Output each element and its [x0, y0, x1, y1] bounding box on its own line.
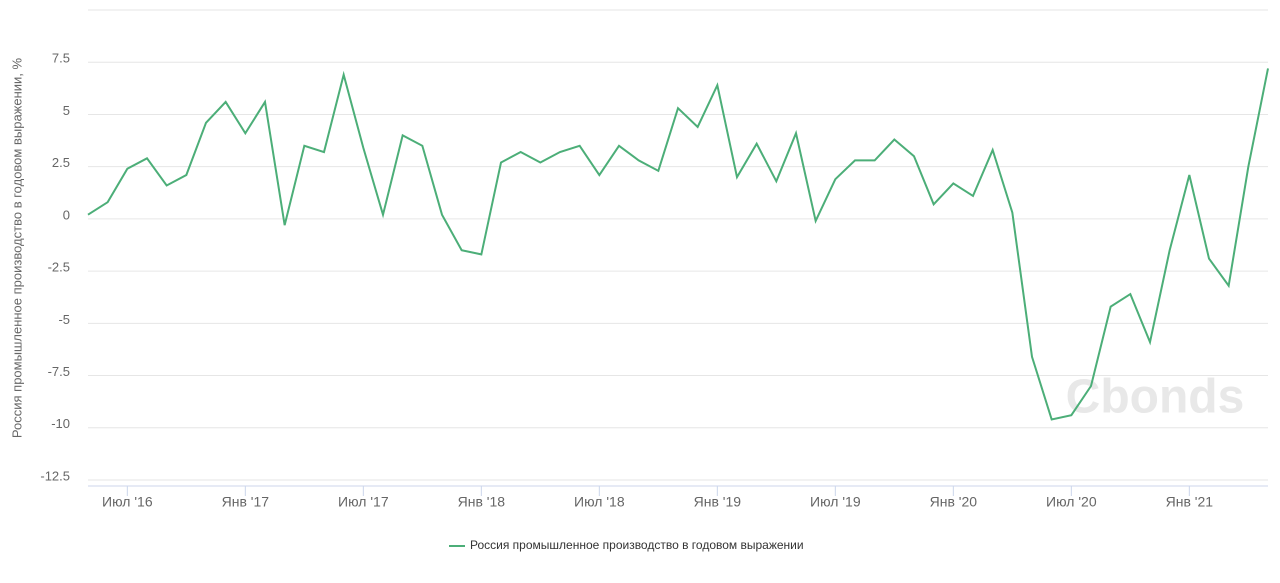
x-tick-label: Янв '21 — [1166, 494, 1214, 510]
y-tick-label: 0 — [63, 207, 70, 222]
y-tick-label: -10 — [51, 416, 70, 431]
x-tick-label: Июл '18 — [574, 494, 625, 510]
x-tick-label: Июл '16 — [102, 494, 153, 510]
x-tick-label: Янв '17 — [222, 494, 270, 510]
x-tick-label: Июл '19 — [810, 494, 861, 510]
y-tick-label: -7.5 — [48, 364, 70, 379]
y-tick-label: 2.5 — [52, 155, 70, 170]
legend: Россия промышленное производство в годов… — [449, 538, 804, 552]
x-tick-label: Июл '20 — [1046, 494, 1097, 510]
legend-label: Россия промышленное производство в годов… — [470, 538, 804, 552]
y-tick-label: -12.5 — [40, 468, 70, 483]
x-tick-label: Июл '17 — [338, 494, 389, 510]
x-tick-label: Янв '19 — [694, 494, 742, 510]
x-tick-label: Янв '18 — [458, 494, 506, 510]
y-tick-label: 5 — [63, 103, 70, 118]
watermark: Cbonds — [1066, 371, 1245, 424]
data-line — [87, 68, 1269, 421]
y-axis-title: Россия промышленное производство в годов… — [9, 57, 24, 438]
y-tick-label: 7.5 — [52, 51, 70, 66]
y-tick-label: -5 — [58, 312, 70, 327]
x-tick-label: Янв '20 — [930, 494, 978, 510]
y-tick-label: -2.5 — [48, 260, 70, 275]
